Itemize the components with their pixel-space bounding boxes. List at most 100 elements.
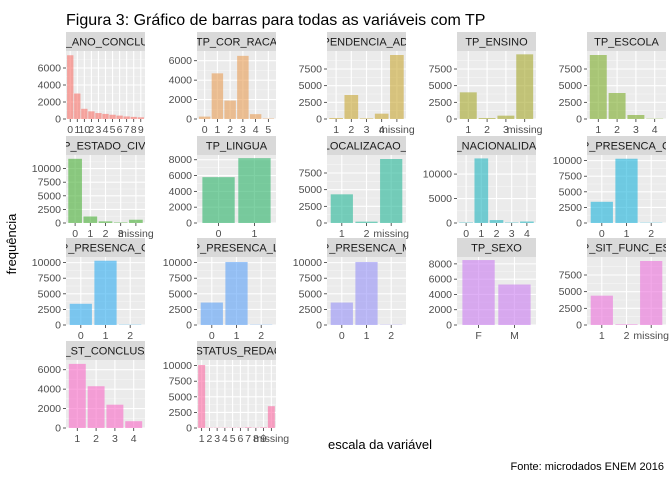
- x-tick-label: 1: [74, 433, 80, 445]
- x-tick-label: 2: [364, 228, 370, 240]
- facet-strip: [457, 32, 536, 51]
- y-tick-label: 2500: [559, 303, 583, 315]
- x-tick-label: 2: [624, 330, 630, 342]
- y-tick-label: 0: [316, 114, 322, 126]
- x-tick-label: 2: [258, 330, 264, 342]
- x-tick-label: 6: [237, 433, 243, 445]
- facet-strip: [587, 136, 666, 155]
- bar-1: [198, 364, 206, 428]
- bar-3: [359, 118, 374, 119]
- x-tick-label: 3: [112, 433, 118, 445]
- y-tick-label: 2500: [38, 204, 62, 216]
- x-tick-label: 2: [648, 228, 654, 240]
- bar-missing: [267, 406, 275, 428]
- x-tick-label: 2: [614, 124, 620, 136]
- facet-strip-label: TP_ESCOLA: [594, 37, 659, 49]
- bar-2: [489, 220, 504, 223]
- y-tick-label: 10000: [553, 155, 582, 167]
- bar-0: [202, 177, 235, 223]
- bar-3: [497, 115, 515, 119]
- bar-0: [68, 158, 82, 223]
- facet-strip: [327, 136, 406, 155]
- y-tick-label: 2500: [299, 304, 323, 316]
- y-tick-label: 4000: [38, 80, 62, 92]
- x-tick-label: 2: [93, 433, 99, 445]
- bar-1: [83, 216, 98, 223]
- facet-tp-presenca-mt: TP_PRESENCA_MT 0 2500 5000 7500 10000 0 1 2: [293, 238, 406, 342]
- x-tick-label: 2: [227, 124, 233, 136]
- x-tick-label: missing: [507, 124, 543, 136]
- bar-missing: [640, 261, 663, 325]
- x-tick-label: 1: [339, 228, 345, 240]
- x-axis-title: escala da variável: [328, 437, 432, 452]
- x-tick-label: 1: [214, 124, 220, 136]
- x-tick-label: 4: [253, 124, 259, 136]
- x-tick-label: 2: [127, 330, 133, 342]
- bar-4: [125, 421, 143, 428]
- x-tick-label: 9: [138, 124, 144, 136]
- facet-tp-sit-func-esc: TP_SIT_FUNC_ESC 0 2500 5000 7500 1 2 missing: [559, 238, 669, 342]
- x-tick-label: 2: [494, 228, 500, 240]
- x-tick-label: 3: [96, 124, 102, 136]
- facet-strip: [457, 136, 536, 155]
- y-tick-label: 0: [576, 320, 582, 332]
- facet-strip: [197, 238, 276, 257]
- y-tick-label: 0: [446, 320, 452, 332]
- y-tick-label: 5000: [429, 193, 453, 205]
- x-tick-label: 1: [74, 124, 80, 136]
- x-tick-label: 0: [463, 228, 469, 240]
- y-tick-label: 0: [186, 423, 192, 435]
- x-tick-label: M: [510, 330, 519, 342]
- bar-2: [608, 93, 626, 119]
- x-tick-label: 1: [333, 124, 339, 136]
- x-tick-label: 3: [503, 124, 509, 136]
- y-tick-label: 2000: [38, 403, 62, 415]
- x-tick-label: 1: [87, 228, 93, 240]
- y-tick-label: 7500: [38, 177, 62, 189]
- facet-tp-escola: TP_ESCOLA 0 2500 5000 7500 1 2 3 4: [559, 32, 666, 136]
- x-tick-label: 1: [478, 228, 484, 240]
- x-tick-label: 1: [599, 330, 605, 342]
- x-tick-label: 0: [209, 330, 215, 342]
- y-tick-label: 0: [316, 320, 322, 332]
- y-tick-label: 0: [446, 218, 452, 230]
- bar-missing: [380, 159, 403, 223]
- bar-2: [478, 118, 496, 119]
- bar-9: [260, 427, 268, 428]
- y-tick-label: 2500: [559, 202, 583, 214]
- y-tick-label: 2000: [38, 97, 62, 109]
- facet-strip-label: TP_LOCALIZACAO_ESC: [304, 141, 430, 153]
- y-tick-label: 2500: [299, 97, 323, 109]
- y-tick-label: 2500: [169, 407, 193, 419]
- y-tick-label: 2500: [559, 97, 583, 109]
- bar-1: [474, 158, 489, 223]
- bar-1: [459, 92, 477, 119]
- x-tick-label: 4: [103, 124, 109, 136]
- facet-tp-sexo: TP_SEXO 0 2000 4000 6000 8000 F M: [429, 238, 536, 342]
- y-tick-label: 0: [55, 423, 61, 435]
- bar-7: [244, 427, 252, 428]
- x-tick-label: 6: [117, 124, 123, 136]
- x-tick-label: 0: [216, 228, 222, 240]
- bar-1: [238, 158, 271, 223]
- x-tick-label: 3: [214, 433, 220, 445]
- bar-3: [237, 55, 249, 119]
- y-tick-label: 6000: [429, 274, 453, 286]
- figure-title: Figura 3: Gráfico de barras para todas a…: [66, 12, 485, 29]
- facet-strip: [587, 32, 666, 51]
- y-tick-label: 2000: [429, 304, 453, 316]
- panel-background: [197, 360, 276, 428]
- x-tick-label: 0: [599, 228, 605, 240]
- facet-strip: [66, 136, 145, 155]
- x-tick-label: 3: [509, 228, 515, 240]
- y-tick-label: 0: [186, 114, 192, 126]
- bar-2: [81, 108, 88, 119]
- bar-M: [498, 284, 531, 325]
- y-tick-label: 5000: [299, 288, 323, 300]
- y-tick-label: 8000: [429, 258, 453, 270]
- bar-2: [87, 386, 105, 428]
- x-tick-label: 2: [88, 124, 94, 136]
